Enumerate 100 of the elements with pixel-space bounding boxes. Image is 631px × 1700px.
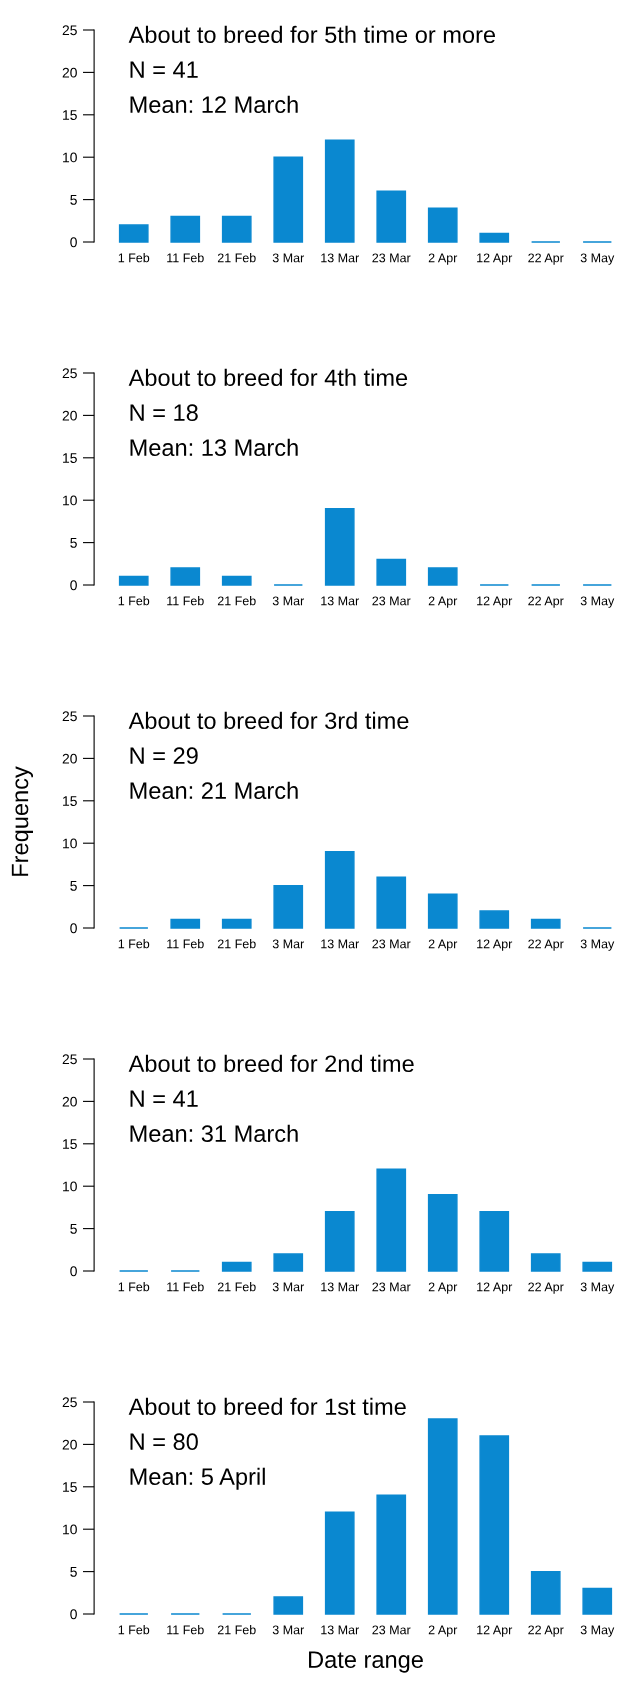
bar	[324, 1210, 355, 1272]
x-tick-label: 1 Feb	[118, 253, 150, 263]
y-tick-label: 20	[62, 753, 77, 764]
x-tick-label: 12 Apr	[477, 253, 513, 265]
x-tick-label: 1 Feb	[118, 939, 150, 949]
bar	[221, 1261, 252, 1272]
x-tick-label: 22 Apr	[528, 253, 564, 265]
bar	[530, 918, 561, 929]
bar	[273, 1253, 304, 1272]
y-tick-label: 25	[62, 1054, 77, 1065]
bar	[170, 918, 201, 929]
x-tick-label: 22 Apr	[528, 939, 564, 951]
y-tick-label: 25	[62, 25, 77, 36]
x-tick-label: 23 Mar	[372, 1282, 411, 1292]
x-tick-label: 11 Feb	[167, 1625, 204, 1635]
x-tick-label: 21 Feb	[217, 253, 256, 263]
bar	[479, 1210, 510, 1272]
x-tick-label: 3 Mar	[272, 596, 305, 606]
y-tick-label: 0	[70, 237, 77, 248]
annotation: Mean: 31 March	[130, 1124, 298, 1143]
annotation: N = 18	[130, 404, 198, 422]
x-tick-label: 2 Apr	[428, 1282, 458, 1294]
annotation: Mean: 5 April	[130, 1467, 265, 1490]
x-tick-label: 1 Feb	[118, 1625, 150, 1635]
y-tick-label: 5	[70, 1567, 77, 1577]
x-axis-title: Date range	[309, 1651, 423, 1673]
bar	[376, 1168, 407, 1272]
x-tick-label: 21 Feb	[217, 1282, 256, 1292]
x-tick-label: 13 Mar	[321, 253, 359, 263]
bar	[170, 215, 201, 243]
bar	[582, 1261, 613, 1272]
x-tick-label: 3 Mar	[272, 1282, 305, 1292]
chart-title: About to breed for 4th time	[128, 368, 408, 387]
y-tick-label: 0	[70, 1609, 77, 1620]
annotation: N = 80	[130, 1433, 198, 1451]
x-tick-label: 22 Apr	[528, 1282, 564, 1294]
chart-title: About to breed for 3rd time	[128, 711, 409, 730]
bar	[427, 1418, 458, 1615]
annotation: N = 41	[130, 61, 198, 78]
y-tick-label: 5	[70, 538, 77, 548]
x-tick-label: 3 May	[580, 1282, 615, 1294]
x-tick-label: 13 Mar	[321, 939, 359, 949]
y-tick-label: 0	[70, 923, 77, 934]
y-tick-label: 15	[63, 1482, 77, 1492]
x-tick-label: 12 Apr	[477, 939, 513, 951]
bar	[118, 224, 149, 243]
bar	[324, 507, 355, 586]
x-tick-label: 12 Apr	[477, 1282, 513, 1294]
bar	[479, 1435, 510, 1615]
bar	[221, 215, 252, 243]
x-tick-label: 23 Mar	[372, 253, 411, 263]
y-axis-title: Frequency	[11, 766, 33, 876]
y-tick-label: 10	[63, 495, 77, 506]
x-tick-label: 11 Feb	[167, 939, 204, 949]
y-tick-label: 25	[62, 368, 77, 379]
bar	[221, 918, 252, 929]
x-tick-label: 12 Apr	[477, 1625, 513, 1637]
annotation: Mean: 21 March	[130, 781, 298, 800]
x-tick-label: 11 Feb	[167, 253, 204, 263]
bar	[530, 1570, 561, 1615]
bar	[376, 876, 407, 929]
y-tick-label: 15	[63, 453, 77, 463]
bar	[582, 1587, 613, 1615]
y-tick-label: 10	[63, 1181, 77, 1192]
x-tick-label: 2 Apr	[428, 1625, 458, 1637]
y-tick-label: 20	[62, 410, 77, 421]
annotation: Mean: 13 March	[130, 438, 298, 457]
bar	[324, 139, 355, 243]
y-tick-label: 10	[63, 838, 77, 849]
x-tick-label: 11 Feb	[167, 596, 204, 606]
bar	[530, 1253, 561, 1272]
bar	[221, 575, 252, 586]
chart-title: About to breed for 1st time	[128, 1397, 406, 1416]
x-tick-label: 21 Feb	[217, 596, 256, 606]
x-tick-label: 23 Mar	[372, 596, 411, 606]
x-tick-label: 3 May	[580, 939, 615, 951]
x-tick-label: 13 Mar	[321, 1282, 359, 1292]
y-tick-label: 10	[63, 1524, 77, 1535]
x-tick-label: 13 Mar	[321, 1625, 359, 1635]
y-tick-label: 5	[70, 881, 77, 891]
x-tick-label: 22 Apr	[528, 596, 564, 608]
bar	[427, 893, 458, 929]
chart-title: About to breed for 5th time or more	[128, 25, 496, 44]
y-tick-label: 15	[63, 796, 77, 806]
x-tick-label: 11 Feb	[167, 1282, 204, 1292]
x-tick-label: 3 May	[580, 596, 615, 608]
y-tick-label: 20	[62, 1439, 77, 1450]
annotation: N = 29	[130, 747, 198, 765]
y-tick-label: 15	[63, 110, 77, 120]
x-tick-label: 3 Mar	[272, 939, 305, 949]
y-tick-label: 20	[62, 1096, 77, 1107]
bar	[273, 156, 304, 243]
x-tick-label: 3 May	[580, 253, 615, 265]
y-tick-label: 10	[63, 152, 77, 163]
y-tick-label: 15	[63, 1139, 77, 1149]
x-tick-label: 13 Mar	[321, 596, 359, 606]
x-tick-label: 2 Apr	[428, 939, 458, 951]
annotation: Mean: 12 March	[130, 95, 298, 114]
y-tick-label: 20	[62, 67, 77, 78]
chart-title: About to breed for 2nd time	[128, 1054, 414, 1073]
